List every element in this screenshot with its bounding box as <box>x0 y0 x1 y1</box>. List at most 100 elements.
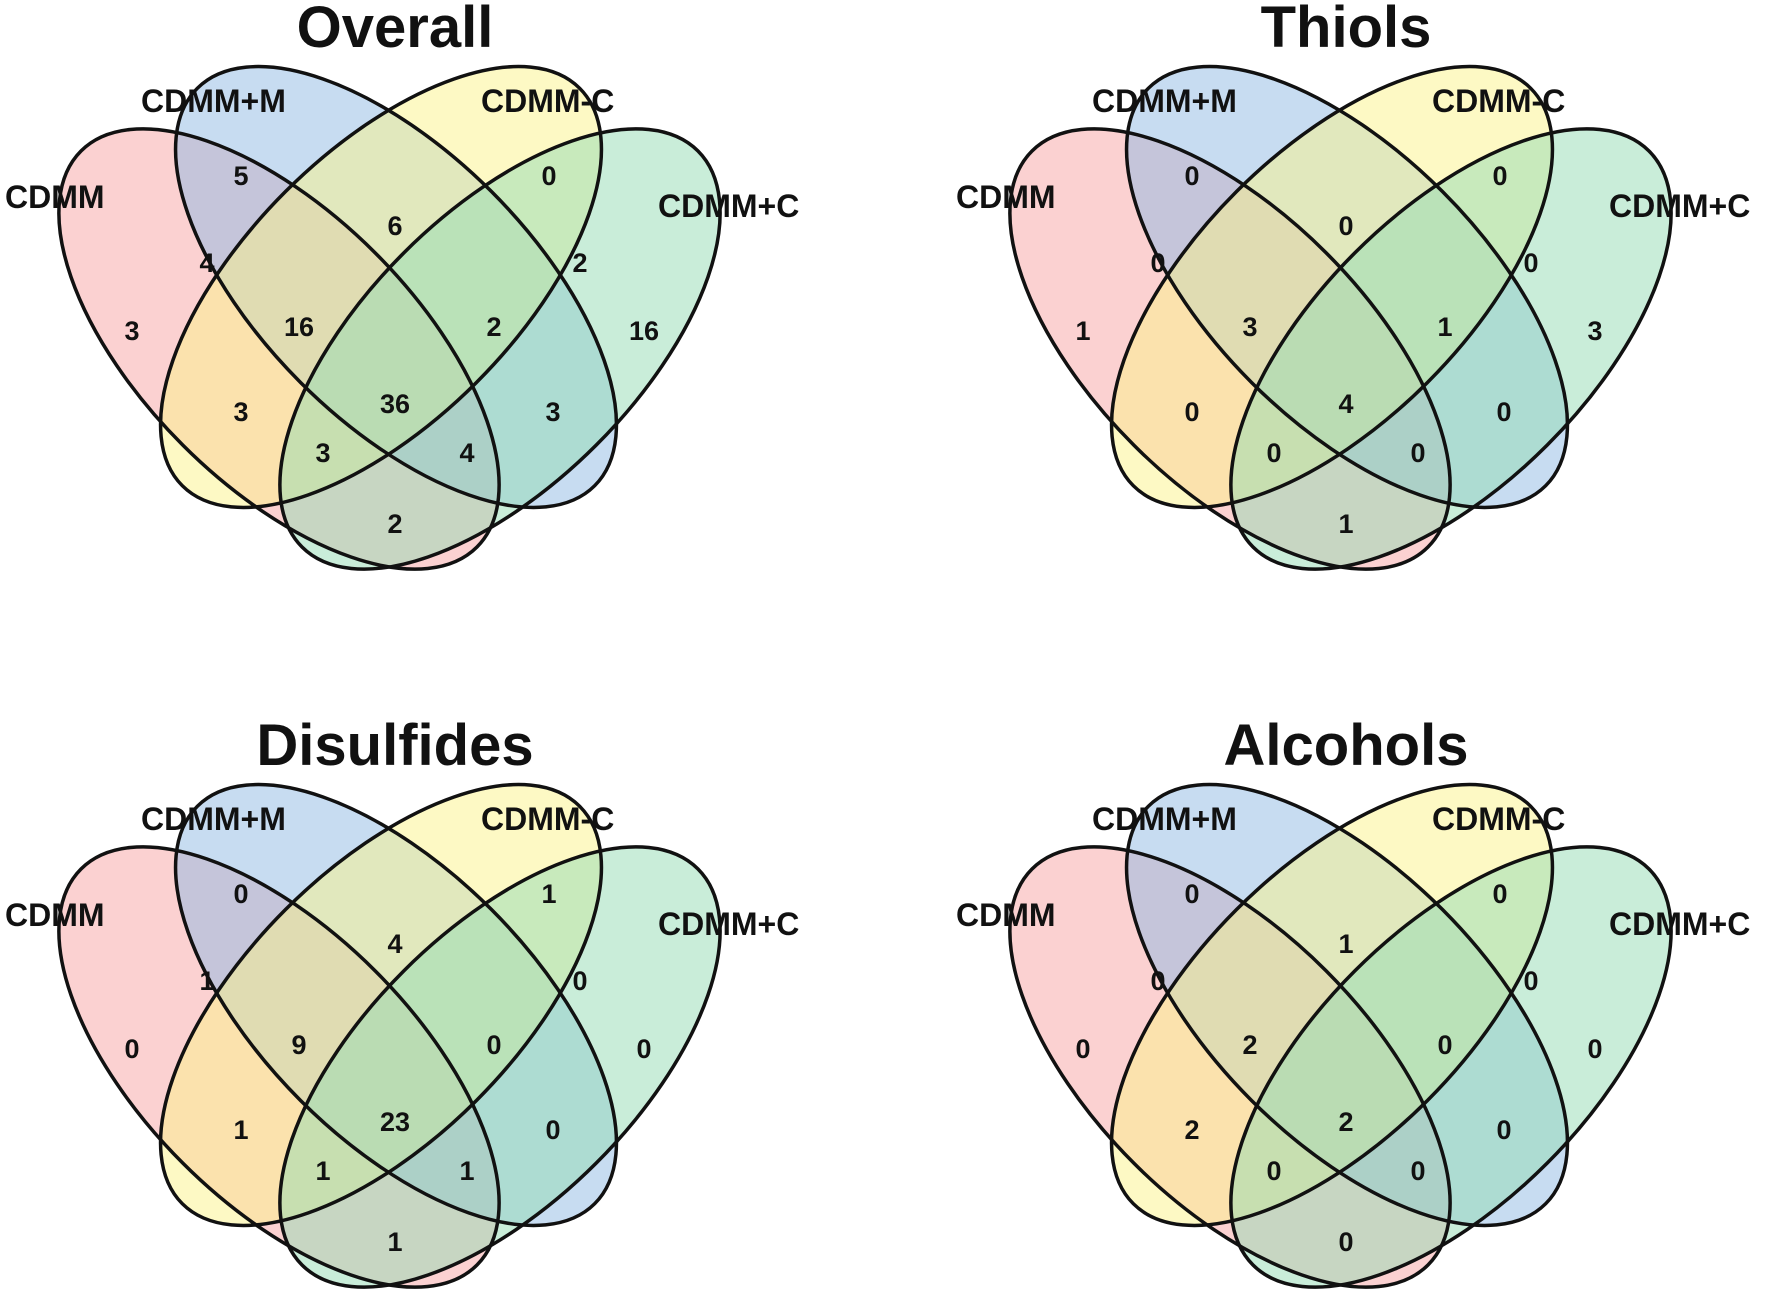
count-ABD: 0 <box>1410 1156 1425 1186</box>
set-D-outline <box>1229 127 1673 571</box>
set-C-outline <box>1109 782 1555 1228</box>
venn-panel-disulfides: Disulfides CDMM CDMM+M CDMM-C CDMM+C 0 0 1 0 1 4 0 9… <box>5 713 799 1289</box>
set-B-outline <box>173 782 619 1228</box>
count-CD: 0 <box>1523 248 1538 278</box>
count-B: 5 <box>233 161 248 191</box>
count-AD: 1 <box>387 1227 402 1257</box>
count-AB: 0 <box>1150 966 1165 996</box>
count-A: 0 <box>1075 1034 1090 1064</box>
panel-title: Overall <box>297 0 494 60</box>
set-C-outline <box>158 64 604 510</box>
set-A-outline <box>1008 845 1452 1289</box>
count-AB: 1 <box>199 966 214 996</box>
count-ABD: 0 <box>1410 438 1425 468</box>
count-BCD: 3 <box>545 397 560 427</box>
set-label-D: CDMM+C <box>1609 906 1750 942</box>
count-BD: 2 <box>486 312 501 342</box>
count-BD: 0 <box>1437 1030 1452 1060</box>
set-label-B: CDMM+M <box>141 83 286 119</box>
count-AC: 2 <box>1242 1030 1257 1060</box>
set-label-D: CDMM+C <box>1609 188 1750 224</box>
count-D: 0 <box>1587 1034 1602 1064</box>
count-CD: 0 <box>572 966 587 996</box>
count-D: 0 <box>636 1034 651 1064</box>
set-label-A: CDMM <box>5 179 105 215</box>
count-BC: 4 <box>387 929 402 959</box>
count-AB: 4 <box>199 248 214 278</box>
set-C-outline <box>158 782 604 1228</box>
set-D-outline <box>278 845 722 1289</box>
count-BC: 0 <box>1338 211 1353 241</box>
set-D-region <box>279 128 721 570</box>
count-A: 0 <box>124 1034 139 1064</box>
set-A-outline <box>1008 127 1452 571</box>
set-label-C: CDMM-C <box>1432 83 1565 119</box>
count-ACD: 0 <box>1266 438 1281 468</box>
set-label-A: CDMM <box>5 897 105 933</box>
set-label-B: CDMM+M <box>1092 83 1237 119</box>
set-D-outline <box>278 127 722 571</box>
count-ABCD: 4 <box>1338 389 1353 419</box>
count-B: 0 <box>233 879 248 909</box>
count-D: 3 <box>1587 316 1602 346</box>
venn-panel-alcohols: Alcohols CDMM CDMM+M CDMM-C CDMM+C 0 0 0 0 0 1 0 2 0 0… <box>956 713 1750 1289</box>
count-ABC: 0 <box>1184 397 1199 427</box>
count-C: 1 <box>541 879 556 909</box>
set-D-region <box>1230 846 1672 1288</box>
set-label-D: CDMM+C <box>658 188 799 224</box>
count-B: 0 <box>1184 879 1199 909</box>
count-D: 16 <box>629 316 659 346</box>
count-AB: 0 <box>1150 248 1165 278</box>
set-D-region <box>279 846 721 1288</box>
count-BC: 6 <box>387 211 402 241</box>
venn-panel-overall: Overall CDMM CDMM+M CDMM-C CDMM+C 3 5 0 16 4 6 2 16 2… <box>5 0 799 571</box>
panel-title: Thiols <box>1261 0 1432 60</box>
set-label-C: CDMM-C <box>1432 801 1565 837</box>
count-BD: 0 <box>486 1030 501 1060</box>
count-ABC: 2 <box>1184 1115 1199 1145</box>
set-A-outline <box>57 845 501 1289</box>
count-BCD: 0 <box>545 1115 560 1145</box>
set-D-outline <box>1229 845 1673 1289</box>
count-ABD: 1 <box>459 1156 474 1186</box>
count-A: 1 <box>1075 316 1090 346</box>
set-label-B: CDMM+M <box>1092 801 1237 837</box>
set-label-C: CDMM-C <box>481 83 614 119</box>
count-ACD: 3 <box>315 438 330 468</box>
count-ABC: 1 <box>233 1115 248 1145</box>
count-AD: 0 <box>1338 1227 1353 1257</box>
count-AC: 9 <box>291 1030 306 1060</box>
count-CD: 0 <box>1523 966 1538 996</box>
set-D-region <box>1230 128 1672 570</box>
set-label-B: CDMM+M <box>141 801 286 837</box>
count-ACD: 1 <box>315 1156 330 1186</box>
count-AD: 1 <box>1338 509 1353 539</box>
count-ABC: 3 <box>233 397 248 427</box>
count-ACD: 0 <box>1266 1156 1281 1186</box>
count-ABD: 4 <box>459 438 474 468</box>
set-label-A: CDMM <box>956 179 1056 215</box>
count-AC: 3 <box>1242 312 1257 342</box>
count-BD: 1 <box>1437 312 1452 342</box>
count-C: 0 <box>541 161 556 191</box>
count-BC: 1 <box>1338 929 1353 959</box>
set-A-outline <box>57 127 501 571</box>
count-C: 0 <box>1492 879 1507 909</box>
panel-title: Disulfides <box>256 713 533 778</box>
count-ABCD: 2 <box>1338 1107 1353 1137</box>
count-ABCD: 23 <box>380 1107 410 1137</box>
set-label-D: CDMM+C <box>658 906 799 942</box>
count-CD: 2 <box>572 248 587 278</box>
set-B-outline <box>1124 782 1570 1228</box>
count-AD: 2 <box>387 509 402 539</box>
set-B-outline <box>173 64 619 510</box>
count-B: 0 <box>1184 161 1199 191</box>
count-A: 3 <box>124 316 139 346</box>
count-BCD: 0 <box>1496 397 1511 427</box>
venn-panel-thiols: Thiols CDMM CDMM+M CDMM-C CDMM+C 1 0 0 3 0 0 0 3 1 1 0 0… <box>956 0 1750 571</box>
set-label-C: CDMM-C <box>481 801 614 837</box>
panel-title: Alcohols <box>1224 713 1469 778</box>
count-ABCD: 36 <box>380 389 410 419</box>
count-BCD: 0 <box>1496 1115 1511 1145</box>
